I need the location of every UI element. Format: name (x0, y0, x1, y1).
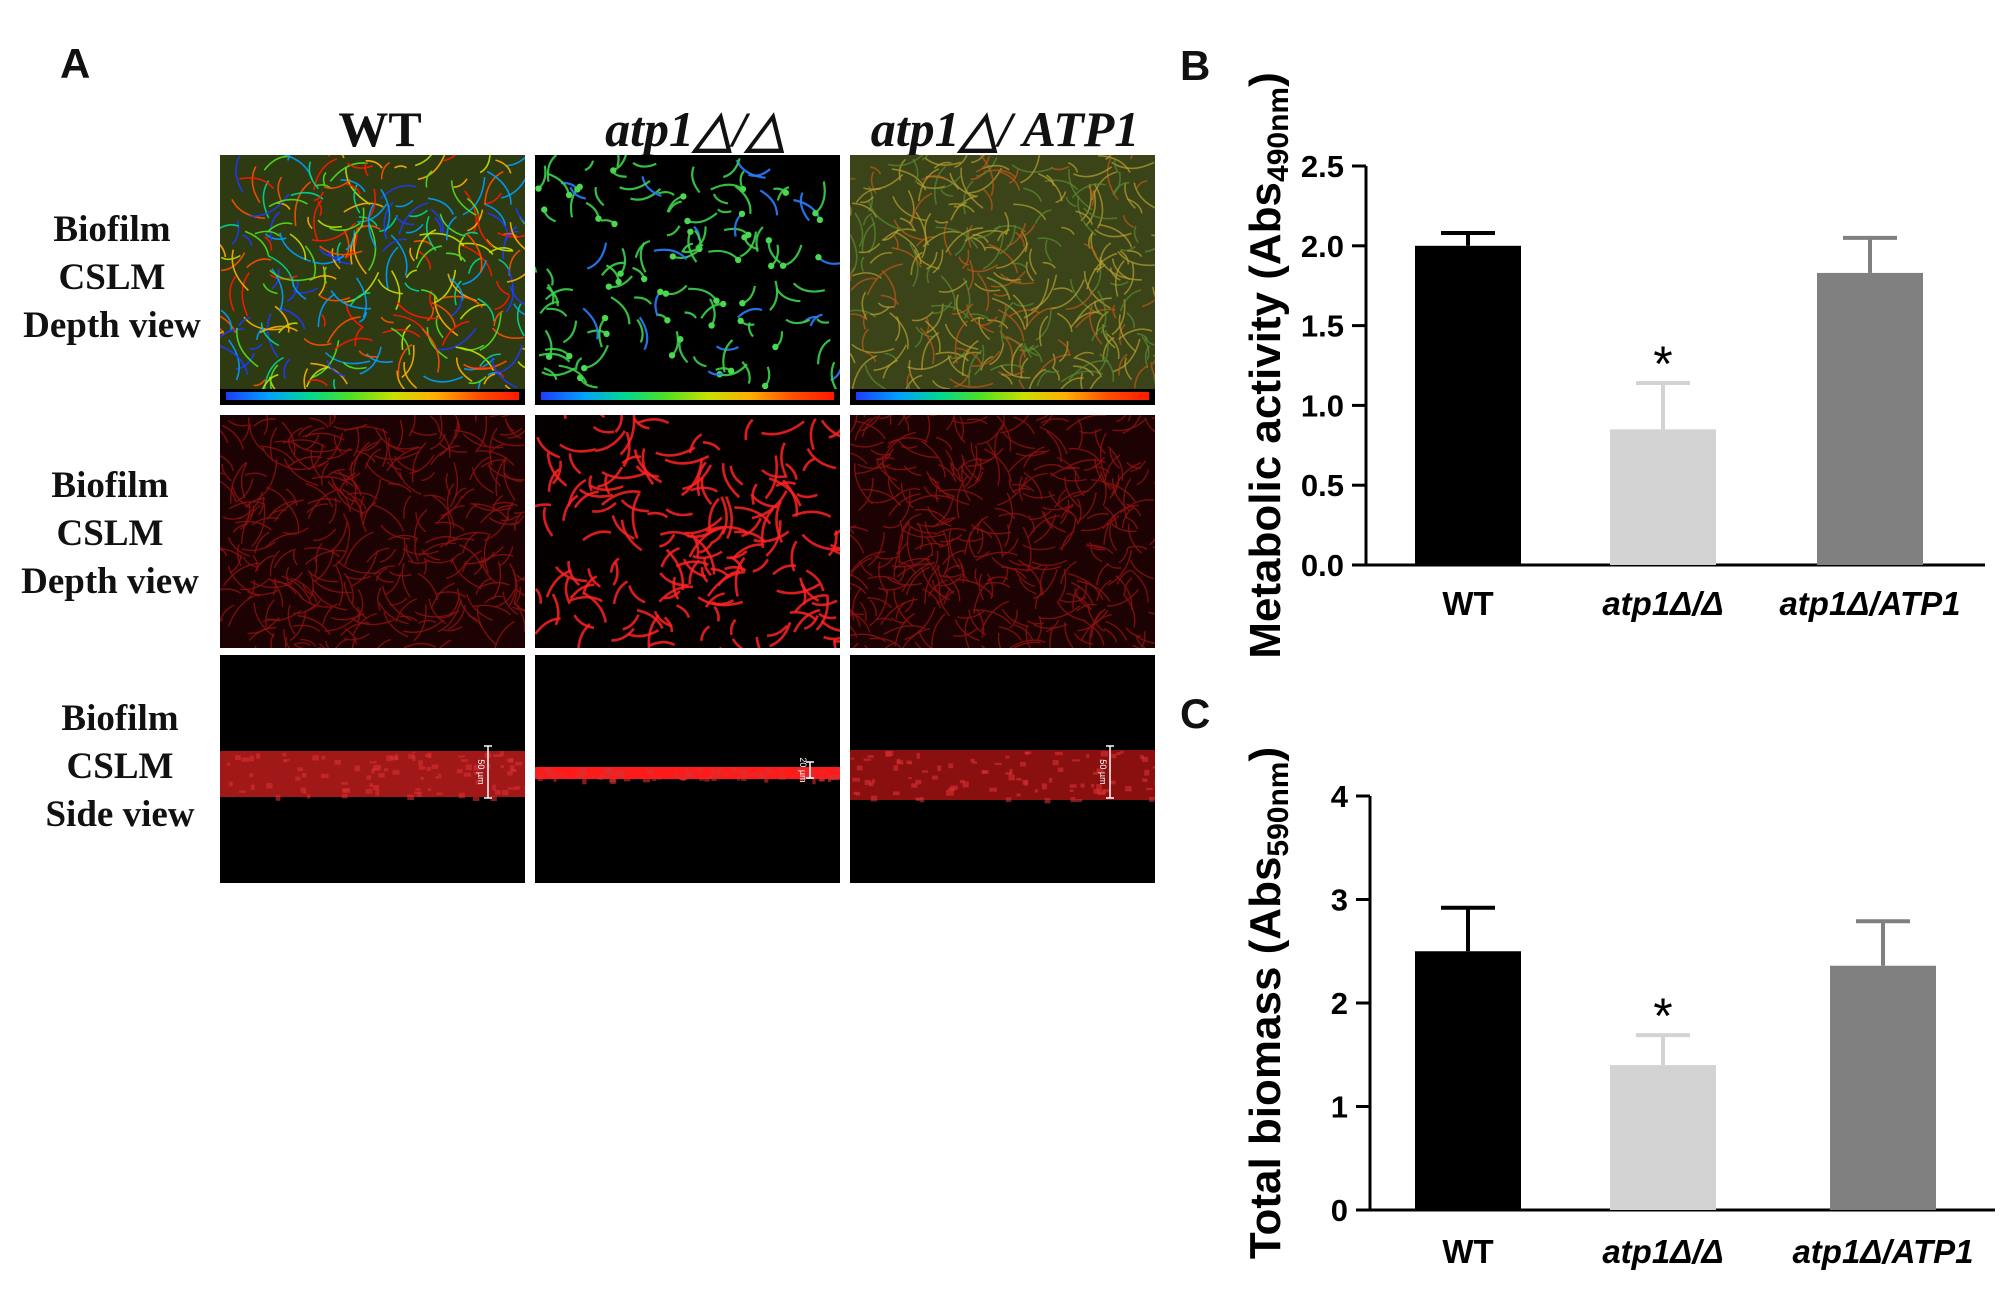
y-tick-label: 2 (1331, 986, 1348, 1021)
column-header-mutant: atp1△/△ (605, 101, 785, 157)
significance-marker: * (1653, 988, 1672, 1044)
row-label-line: Depth view (21, 561, 199, 602)
microscopy-image (220, 415, 525, 648)
y-axis-label: Total biomass (Abs590nm) (1241, 747, 1295, 1259)
row-label-line: Depth view (23, 305, 201, 346)
row-label-line: Biofilm (53, 209, 171, 250)
chart-metabolic-activity: 0.0 0.5 1.0 1.5 2.0 2.5 WT * atp1Δ/Δ atp1Δ/ATP1 Me… (1241, 72, 1985, 659)
row-label-line: Biofilm (61, 698, 179, 739)
y-tick-label: 1.0 (1301, 388, 1344, 423)
y-tick-label: 2.0 (1301, 229, 1344, 264)
microscopy-image (535, 415, 840, 648)
row-label-depth-color: Biofilm CSLM Depth view (2, 206, 222, 350)
column-header-complemented: atp1△/ ATP1 (870, 101, 1140, 157)
y-tick-label: 0.0 (1301, 548, 1344, 583)
row-label-line: Biofilm (51, 465, 169, 506)
category-label: WT (1442, 585, 1493, 622)
significance-marker: * (1653, 336, 1672, 392)
row-label-line: CSLM (58, 257, 166, 298)
category-label: atp1Δ/ATP1 (1792, 1233, 1973, 1270)
y-tick-label: 1 (1331, 1090, 1348, 1125)
y-tick-label: 0 (1331, 1193, 1348, 1228)
microscopy-image (535, 155, 840, 405)
y-tick-label: 1.5 (1301, 309, 1344, 344)
chart-total-biomass: 0 1 2 3 4 WT * atp1Δ/Δ atp1Δ/ATP1 Total biomass (… (1241, 747, 1995, 1270)
bar (1610, 429, 1716, 565)
category-label: atp1Δ/Δ (1602, 585, 1723, 622)
row-label-depth-red: Biofilm CSLM Depth view (0, 462, 220, 606)
category-label: atp1Δ/Δ (1602, 1233, 1723, 1270)
row-label-side: Biofilm CSLM Side view (10, 695, 230, 839)
panel-label-b: B (1180, 42, 1211, 89)
row-label-line: Side view (45, 794, 195, 835)
panel-label-c: C (1180, 690, 1211, 737)
microscopy-image (220, 155, 525, 405)
category-label: WT (1442, 1233, 1493, 1270)
bar (1817, 272, 1923, 565)
row-label-line: CSLM (66, 746, 174, 787)
y-tick-label: 4 (1331, 779, 1349, 814)
y-axis-label: Metabolic activity (Abs490nm) (1241, 72, 1295, 659)
bar (1415, 245, 1521, 566)
microscopy-image (850, 155, 1155, 405)
scale-bar-label: 20 µm (798, 757, 808, 782)
scale-bar-label: 50 µm (476, 759, 486, 784)
category-label: atp1Δ/ATP1 (1779, 585, 1960, 622)
microscopy-image (850, 415, 1155, 648)
panel-label-a: A (60, 40, 91, 87)
bar (1830, 965, 1936, 1210)
y-tick-label: 3 (1331, 883, 1348, 918)
bar (1610, 1065, 1716, 1210)
column-header-wt: WT (338, 101, 422, 157)
microscopy-image: 50 µm (850, 655, 1155, 883)
microscopy-image: 20 µm (535, 655, 840, 883)
microscopy-image: 50 µm (220, 655, 525, 883)
bar (1415, 951, 1521, 1210)
row-label-line: CSLM (56, 513, 164, 554)
scale-bar-label: 50 µm (1098, 759, 1108, 784)
y-tick-label: 2.5 (1301, 149, 1344, 184)
y-tick-label: 0.5 (1301, 468, 1344, 503)
